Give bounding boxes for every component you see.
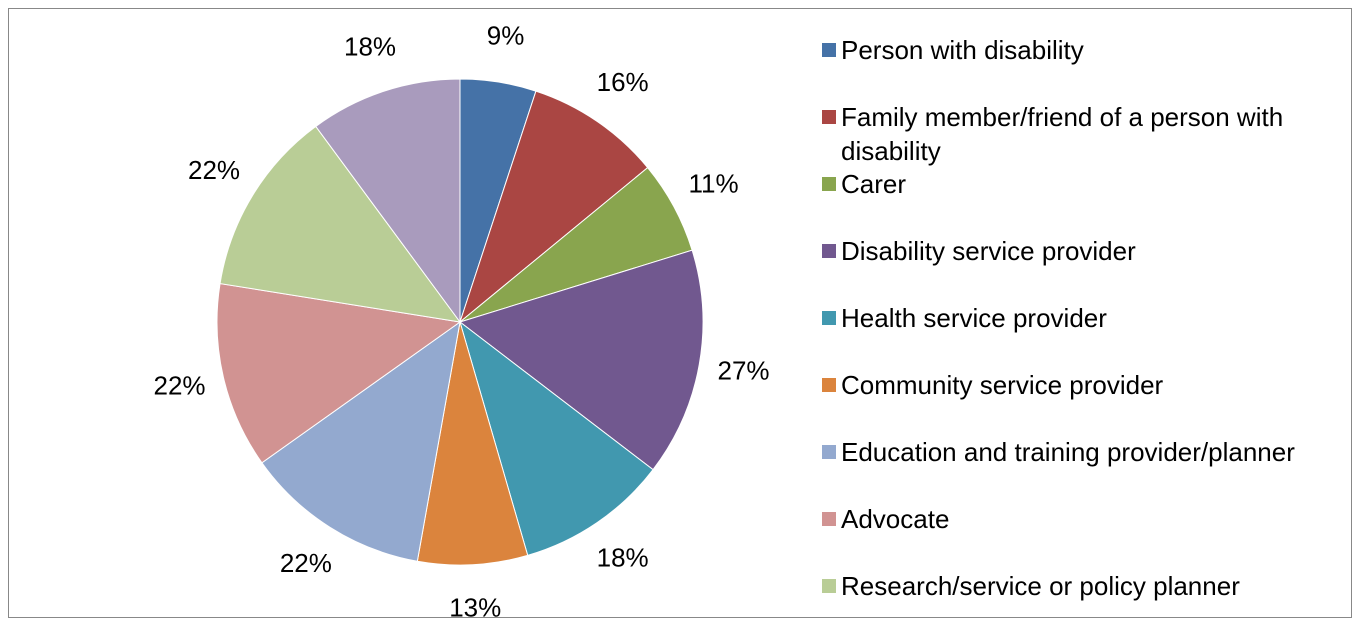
data-label: 16% [597,67,649,97]
legend-entry: Community service provider [822,368,1360,402]
chart-border [8,8,1352,618]
data-label: 11% [688,168,738,198]
data-label: 18% [597,543,649,573]
legend-entry: Research/service or policy planner [822,569,1360,603]
data-label: 27% [718,355,770,385]
data-label: 18% [344,31,396,61]
legend-label: Advocate [841,504,950,534]
legend-entry: Education and training provider/planner [822,435,1360,469]
data-label: 13% [449,592,501,622]
legend-swatch [822,512,836,526]
legend-label: Education and training provider/planner [841,437,1295,467]
data-label: 22% [280,548,332,578]
legend-label: Disability service provider [841,236,1136,266]
data-label: 22% [154,370,206,400]
legend-label: Person with disability [841,35,1084,65]
legend-entry: Family member/friend of a person with di… [822,100,1360,168]
pie-slice [261,320,461,562]
legend-entry: Disability service provider [822,234,1360,268]
legend-swatch [822,378,836,392]
legend-swatch [822,177,836,191]
pie-slice [459,320,654,556]
legend-label: Family member/friend of a person with di… [841,102,1284,166]
legend-swatch [822,445,836,459]
pie-slice [216,282,462,464]
legend-swatch [822,311,836,325]
pie-slice [315,78,461,324]
legend-label: Carer [841,169,907,199]
data-label: 9% [487,21,525,51]
legend-entry: Person with disability [822,33,1360,67]
legend-swatch [822,110,836,124]
pie-slice [458,249,704,471]
pie-slice [416,321,529,566]
legend-swatch [822,244,836,258]
legend-label: Community service provider [841,370,1164,400]
legend-swatch [822,43,836,57]
legend-label: Health service provider [841,303,1107,333]
legend-entry: Carer [822,167,1360,201]
legend-entry: Advocate [822,502,1360,536]
legend-entry: Health service provider [822,301,1360,335]
pie-slice [458,90,649,324]
legend-label: Research/service or policy planner [841,571,1240,601]
pie-slice [219,125,462,323]
legend-swatch [822,579,836,593]
data-label: 22% [188,155,240,185]
